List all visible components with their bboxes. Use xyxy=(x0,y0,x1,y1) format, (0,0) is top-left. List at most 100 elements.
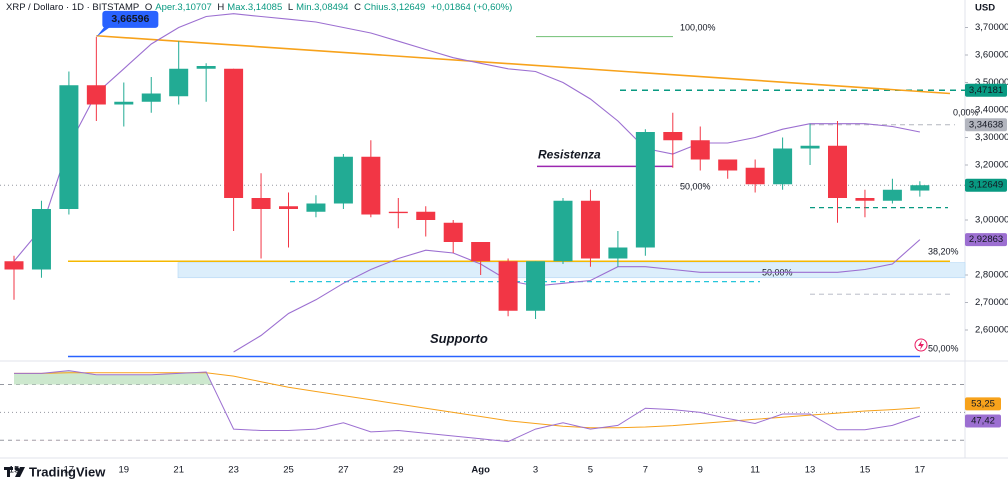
candle-body xyxy=(553,200,573,262)
ohlc-key: H xyxy=(217,2,225,13)
candle-body xyxy=(443,222,463,242)
candle-body xyxy=(828,145,847,198)
price-tag xyxy=(965,233,1007,247)
candle-body xyxy=(114,101,134,105)
currency-label: USD xyxy=(975,3,995,14)
candle-body xyxy=(608,247,628,259)
candle-body xyxy=(388,211,408,214)
change: +0,01864 (+0,60%) xyxy=(430,2,513,13)
callout-pointer xyxy=(96,26,111,37)
x-tick-label: 17 xyxy=(64,465,75,476)
candle-body xyxy=(31,209,51,270)
fib-label: 50,00% xyxy=(928,343,959,353)
y-tick-label: 2,60000 xyxy=(975,325,1008,336)
rsi-tag-label: 53,25 xyxy=(971,398,995,409)
x-tick-label: 15 xyxy=(9,465,20,476)
brand-name: TradingView xyxy=(29,464,106,479)
x-tick-label: 5 xyxy=(588,465,593,476)
alert-icon xyxy=(918,340,924,350)
x-tick-label: 29 xyxy=(393,465,404,476)
symbol: XRP / Dollaro · 1D · BITSTAMP xyxy=(6,2,140,13)
ohlc-key: O xyxy=(144,2,153,13)
brand-logo xyxy=(15,467,19,471)
candle-body xyxy=(718,159,738,171)
candle-body xyxy=(416,211,436,220)
x-tick-label: 25 xyxy=(283,465,294,476)
fib-label: 0,00% xyxy=(953,107,979,117)
candle-body xyxy=(196,66,216,69)
candle-body xyxy=(800,145,820,149)
candle-body xyxy=(4,261,24,270)
ohlc-key: C xyxy=(354,2,361,13)
price-tag xyxy=(965,83,1007,97)
candle-body xyxy=(498,261,518,311)
brand: TradingView xyxy=(4,464,106,479)
price-tag-label: 2,92863 xyxy=(969,234,1003,245)
ohlc-value: Aper.3,10707 xyxy=(155,2,212,13)
y-tick-label: 3,60000 xyxy=(975,50,1008,61)
price-tag-label: 3,34638 xyxy=(969,119,1003,130)
candle-body xyxy=(882,189,902,201)
brand-logo xyxy=(7,467,10,477)
x-tick-label: 3 xyxy=(533,465,538,476)
price-tag-label: 3,12649 xyxy=(969,180,1003,191)
fib-label: 38,20% xyxy=(928,246,959,256)
y-tick-label: 3,70000 xyxy=(975,22,1008,33)
candle-body xyxy=(86,85,106,105)
alert-icon xyxy=(914,338,928,352)
candle-body xyxy=(690,140,710,160)
fib-label: 50,00% xyxy=(680,181,711,191)
y-tick-label: 2,70000 xyxy=(975,297,1008,308)
candle-body xyxy=(141,93,161,102)
resistance-label: Resistenza xyxy=(538,148,601,162)
y-tick-label: 3,20000 xyxy=(975,160,1008,171)
ohlc-value: Max.3,14085 xyxy=(227,2,283,13)
x-tick-label: 13 xyxy=(805,465,816,476)
rsi-tag xyxy=(965,414,1001,428)
x-tick-label: Ago xyxy=(471,465,490,476)
x-tick-label: 7 xyxy=(643,465,648,476)
candle-body xyxy=(745,167,765,185)
y-tick-label: 2,80000 xyxy=(975,270,1008,281)
trend-line xyxy=(96,34,951,95)
candle-body xyxy=(279,206,298,209)
candle-body xyxy=(224,68,244,198)
x-tick-label: 15 xyxy=(860,465,871,476)
rsi-tag-label: 47,42 xyxy=(971,415,995,426)
band-upper xyxy=(13,13,921,262)
price-tag-label: 3,47181 xyxy=(969,85,1003,96)
candle-body xyxy=(306,203,326,212)
header: XRP / Dollaro · 1D · BITSTAMP O Aper.3,10… xyxy=(6,2,515,13)
band-lower xyxy=(233,239,921,353)
x-tick-label: 23 xyxy=(228,465,239,476)
x-tick-label: 9 xyxy=(698,465,703,476)
candle-body xyxy=(855,198,875,201)
rsi-line xyxy=(14,370,921,443)
brand-logo xyxy=(15,467,25,477)
candle-body xyxy=(773,148,793,185)
zone xyxy=(177,262,966,279)
candle-body xyxy=(169,68,189,97)
callout-box xyxy=(102,10,159,28)
price-tag xyxy=(965,118,1007,132)
candle-body xyxy=(471,242,491,262)
ohlc-value: Chius.3,12649 xyxy=(363,2,426,13)
candle-body xyxy=(580,200,600,259)
fib-label: 100,00% xyxy=(680,22,716,32)
candle-body xyxy=(251,198,271,209)
candle-body xyxy=(361,156,381,215)
rsi-overbought-fill xyxy=(14,370,920,385)
y-tick-label: 3,30000 xyxy=(975,132,1008,143)
price-tag xyxy=(965,178,1007,192)
y-tick-label: 3,40000 xyxy=(975,105,1008,116)
candle-body xyxy=(910,185,930,191)
x-tick-label: 21 xyxy=(173,465,184,476)
x-tick-label: 11 xyxy=(750,465,760,476)
candle-body xyxy=(333,156,353,204)
x-tick-label: 19 xyxy=(119,465,130,476)
candle-body xyxy=(59,85,79,209)
y-tick-label: 3,00000 xyxy=(975,215,1008,226)
support-label: Supporto xyxy=(430,331,488,346)
